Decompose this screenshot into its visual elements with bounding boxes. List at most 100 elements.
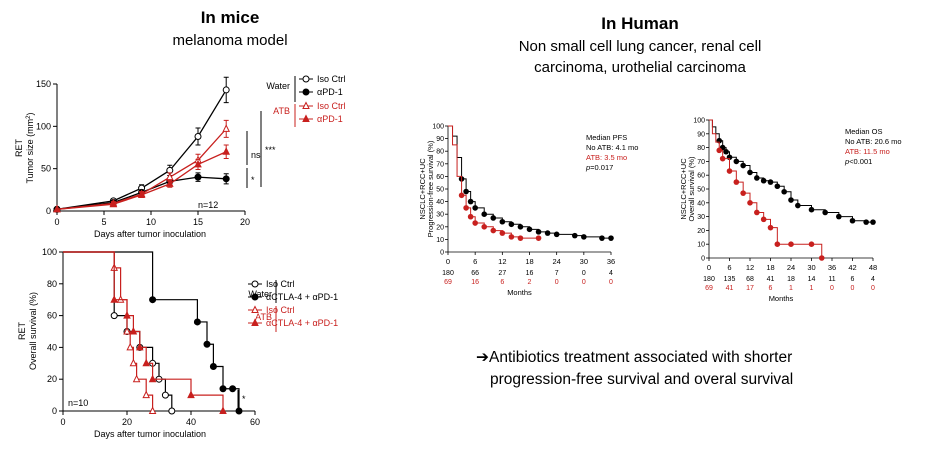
censor-dot xyxy=(553,231,560,238)
legend-label: Iso Ctrl xyxy=(266,279,295,289)
x-tick-label: 42 xyxy=(848,263,856,272)
y-tick-label: 80 xyxy=(47,279,57,289)
left-title: In mice xyxy=(200,8,260,27)
censor-dot xyxy=(608,235,614,241)
y-tick-label: 0 xyxy=(440,250,444,257)
censor-dot xyxy=(818,255,825,261)
data-point xyxy=(53,204,61,213)
event-marker xyxy=(203,340,211,348)
x-tick-label: 18 xyxy=(525,257,533,266)
censor-dot xyxy=(740,162,746,169)
censor-dot xyxy=(863,219,869,225)
x-tick-label: 0 xyxy=(707,263,711,272)
censor-dot xyxy=(808,206,815,213)
right-subtitle-line1: Non small cell lung cancer, renal cell xyxy=(518,38,762,55)
censor-dot xyxy=(747,169,753,176)
censor-dot xyxy=(767,179,774,185)
censor-dot xyxy=(544,230,551,236)
censor-dot xyxy=(760,177,767,184)
censor-dot xyxy=(740,190,746,196)
series-line-2 xyxy=(56,128,227,210)
censor-dot xyxy=(870,219,876,225)
censor-dot xyxy=(467,213,474,220)
at-risk-atb: 69 xyxy=(444,279,452,286)
y-tick-label: 40 xyxy=(697,200,705,207)
censor-dot xyxy=(490,227,497,234)
significance-label: * xyxy=(242,394,246,404)
at-risk-atb: 0 xyxy=(609,279,613,286)
censor-dot xyxy=(490,215,497,221)
legend-label: αCTLA-4 + αPD-1 xyxy=(266,292,338,302)
legend-label: Iso Ctrl xyxy=(317,101,346,111)
data-point xyxy=(222,86,230,94)
legend-marker xyxy=(302,75,310,83)
survival-curve-0 xyxy=(63,251,173,411)
x-tick-label: 18 xyxy=(766,263,774,272)
event-marker xyxy=(187,390,195,399)
censor-dot xyxy=(774,183,781,190)
conclusion-line2: progression-free survival and overal sur… xyxy=(490,371,794,388)
censor-dot xyxy=(472,220,478,226)
data-point xyxy=(109,199,118,208)
right-title: In Human xyxy=(601,14,679,33)
x-tick-label: 24 xyxy=(787,263,795,272)
event-marker xyxy=(193,318,201,326)
y-tick-label: 90 xyxy=(697,131,705,138)
x-tick-label: 60 xyxy=(250,417,260,427)
y-tick-label: 40 xyxy=(436,199,444,206)
y-tick-label: 40 xyxy=(47,342,57,352)
at-risk-noatb: 27 xyxy=(498,270,506,277)
event-marker xyxy=(132,374,141,383)
at-risk-noatb: 41 xyxy=(767,276,775,283)
y-tick-label: 50 xyxy=(41,164,51,174)
at-risk-atb: 6 xyxy=(769,285,773,292)
series-line-0 xyxy=(56,89,227,210)
y-axis-label-1: NSCLC+RCC+UC xyxy=(418,158,427,220)
at-risk-noatb: 14 xyxy=(808,276,816,283)
x-tick-label: 36 xyxy=(607,257,615,266)
censor-dot xyxy=(836,213,842,220)
median-title: Median OS xyxy=(845,127,883,136)
conclusion-text-1: Antibiotics treatment associated with sh… xyxy=(489,349,793,366)
at-risk-atb: 0 xyxy=(830,285,834,292)
at-risk-noatb: 180 xyxy=(703,276,715,283)
censor-dot xyxy=(774,241,781,247)
x-tick-label: 12 xyxy=(498,257,506,266)
at-risk-noatb: 180 xyxy=(442,270,454,277)
data-point xyxy=(194,132,202,140)
at-risk-atb: 1 xyxy=(810,285,814,292)
event-marker xyxy=(219,385,227,393)
censor-dot xyxy=(726,168,733,174)
legend-marker xyxy=(302,88,310,96)
data-point xyxy=(194,173,202,181)
legend-group-water: Water xyxy=(266,81,290,91)
legend-label: αPD-1 xyxy=(317,87,343,97)
censor-dot xyxy=(754,175,760,181)
at-risk-noatb: 0 xyxy=(582,270,586,277)
x-tick-label: 12 xyxy=(746,263,754,272)
censor-dot xyxy=(499,218,506,225)
y-tick-label: 80 xyxy=(697,145,705,152)
data-point xyxy=(165,179,174,187)
y-tick-label: 100 xyxy=(42,247,57,257)
y-axis-label-2: Progression-free survival (%) xyxy=(426,140,435,237)
at-risk-atb: 0 xyxy=(555,279,559,286)
legend-group-atb: ATB xyxy=(255,312,272,322)
y-tick-label: 60 xyxy=(47,311,57,321)
x-tick-label: 0 xyxy=(54,217,59,227)
y-tick-label: 100 xyxy=(693,118,705,125)
censor-dot xyxy=(472,205,478,211)
x-tick-label: 15 xyxy=(193,217,203,227)
at-risk-noatb: 7 xyxy=(555,270,559,277)
y-axis-label-2: Overall survival (%) xyxy=(687,156,696,222)
censor-dot xyxy=(781,188,787,195)
y-tick-label: 30 xyxy=(697,214,705,221)
data-point xyxy=(194,159,202,168)
at-risk-noatb: 66 xyxy=(471,270,479,277)
censor-dot xyxy=(747,200,753,206)
data-point xyxy=(137,190,146,198)
censor-dot xyxy=(733,179,740,185)
y-tick-label: 100 xyxy=(36,121,51,131)
censor-dot xyxy=(458,192,465,199)
